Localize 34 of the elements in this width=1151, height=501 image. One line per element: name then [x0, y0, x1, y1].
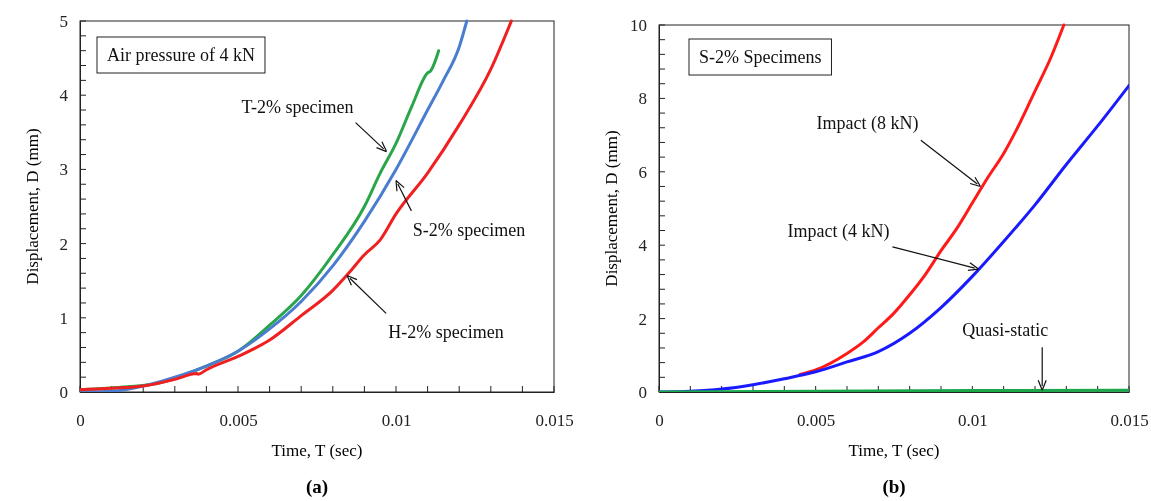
- text: (a): [305, 476, 329, 498]
- annotation: Impact (4 kN): [787, 221, 890, 243]
- y-tick-label: 3: [59, 160, 68, 180]
- y-tick-label: 5: [59, 11, 68, 31]
- y-tick-label: 1: [59, 308, 68, 328]
- annotation: S-2% specimen: [412, 219, 526, 240]
- y-tick-label: 0: [59, 382, 68, 402]
- y-tick-label: 4: [59, 86, 69, 106]
- x-tick-label: 0.01: [957, 411, 988, 431]
- x-axis-title: Time, T (sec): [271, 441, 363, 460]
- text: Air pressure of 4 kN: [107, 45, 255, 65]
- y-tick-label: 2: [638, 309, 647, 329]
- y-tick-label: 10: [630, 15, 647, 35]
- annotation: Impact (8 kN): [816, 113, 919, 135]
- x-axis-title: Time, T (sec): [848, 441, 940, 460]
- text: (b): [882, 476, 906, 498]
- text: S-2% Specimens: [699, 47, 822, 67]
- y-tick-label: 6: [638, 162, 647, 182]
- y-axis-title: Displacement, D (mm): [602, 130, 621, 287]
- annotation: Quasi-static: [962, 320, 1049, 341]
- x-tick-label: 0: [76, 411, 85, 431]
- y-axis-title: Displacement, D (mm): [23, 128, 42, 285]
- y-tick-label: 0: [638, 382, 647, 402]
- x-tick-label: 0.015: [1110, 411, 1149, 431]
- x-tick-label: 0.005: [219, 411, 258, 431]
- y-tick-label: 8: [638, 89, 647, 109]
- annotation: T-2% specimen: [241, 96, 354, 117]
- x-tick-label: 0: [655, 411, 664, 431]
- x-tick-label: 0.005: [797, 411, 836, 431]
- x-tick-label: 0.015: [535, 411, 574, 431]
- x-tick-label: 0.01: [381, 411, 412, 431]
- y-tick-label: 4: [638, 236, 648, 256]
- y-tick-label: 2: [59, 234, 68, 254]
- annotation: H-2% specimen: [388, 321, 504, 342]
